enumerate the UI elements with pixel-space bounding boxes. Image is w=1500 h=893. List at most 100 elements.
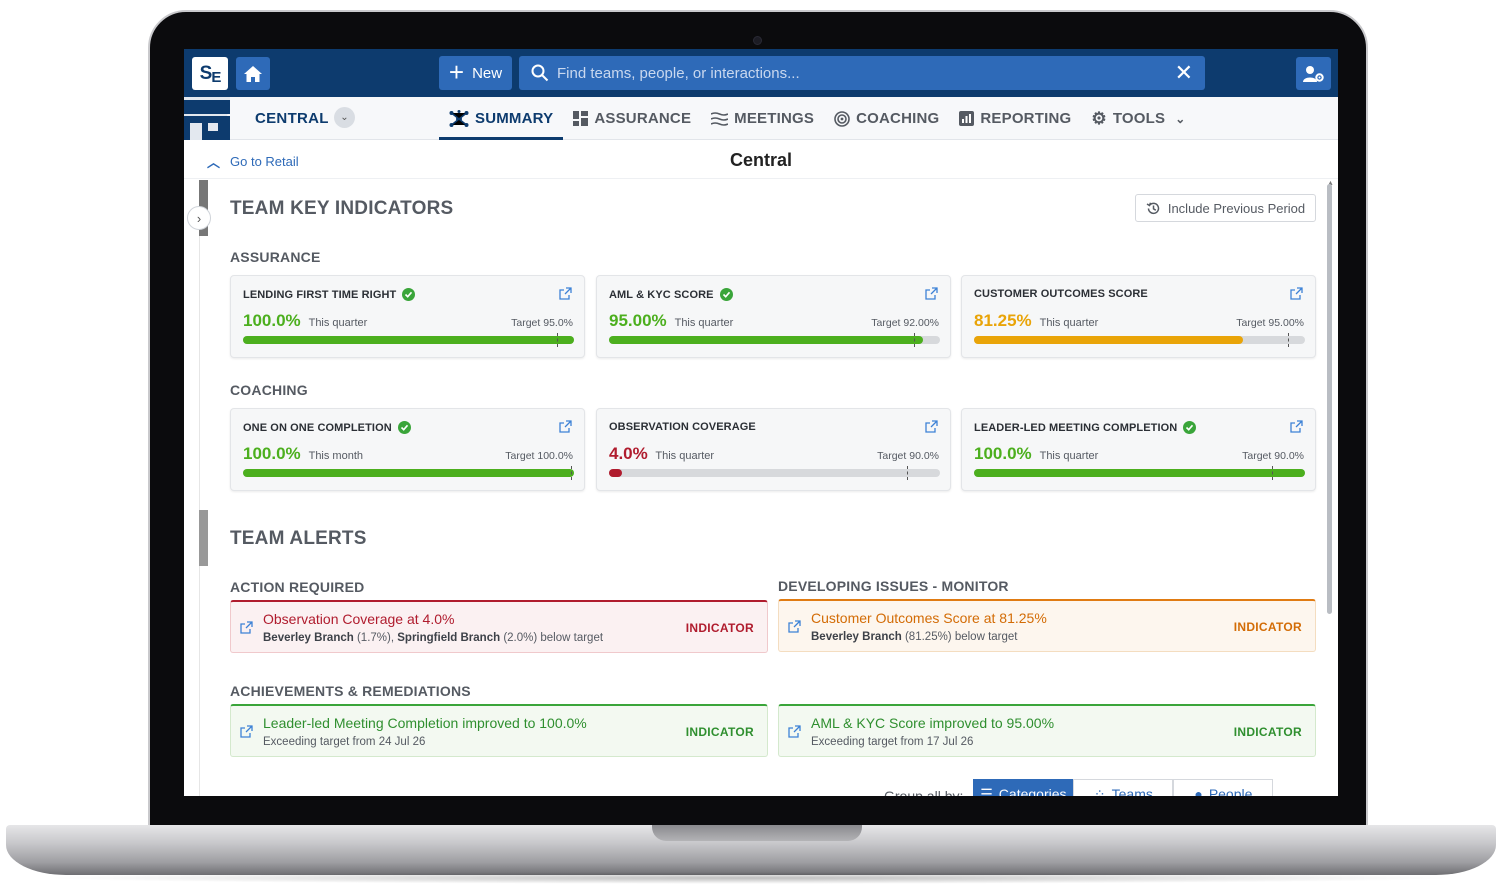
include-previous-period-label: Include Previous Period: [1167, 200, 1306, 216]
team-key-indicators-title: TEAM KEY INDICATORS: [230, 198, 454, 219]
open-external-icon[interactable]: [559, 287, 572, 300]
group-by-people-label: People: [1208, 786, 1253, 796]
indicator-target: Target 100.0%: [505, 450, 573, 462]
progress-bar: [243, 333, 574, 347]
progress-bar-fill: [609, 469, 623, 477]
tab-reporting[interactable]: REPORTING: [949, 97, 1081, 140]
indicator-target: Target 92.00%: [871, 317, 939, 329]
teams-icon: ⁘: [1093, 785, 1106, 797]
tab-meetings[interactable]: MEETINGS: [701, 97, 824, 140]
open-external-icon[interactable]: [240, 621, 253, 634]
tab-assurance[interactable]: ASSURANCE: [563, 97, 701, 140]
alert-card[interactable]: Leader-led Meeting Completion improved t…: [230, 704, 768, 757]
tab-reporting-label: REPORTING: [980, 110, 1072, 127]
group-by-categories-label: Categories: [998, 786, 1067, 796]
include-previous-period-button[interactable]: Include Previous Period: [1135, 194, 1316, 222]
indicator-title-text: AML & KYC SCORE: [609, 288, 714, 301]
open-external-icon[interactable]: [559, 420, 572, 433]
open-external-icon[interactable]: [925, 420, 938, 433]
tab-summary[interactable]: SUMMARY: [439, 97, 564, 140]
scrollbar[interactable]: [1327, 184, 1332, 614]
indicator-target: Target 90.0%: [1242, 450, 1304, 462]
alert-sub-part: (1.7%),: [353, 632, 398, 644]
alert-tag: INDICATOR: [1233, 620, 1302, 634]
indicator-value: 4.0%: [609, 444, 648, 463]
open-external-icon[interactable]: [1290, 420, 1303, 433]
indicator-card[interactable]: LEADER-LED MEETING COMPLETION 100.0% This …: [961, 408, 1316, 491]
chevron-down-icon[interactable]: ⌄: [334, 107, 355, 128]
open-external-icon[interactable]: [240, 725, 253, 738]
chevron-down-icon: ⌄: [1175, 111, 1186, 126]
alert-card[interactable]: Observation Coverage at 4.0% Beverley Bra…: [230, 600, 768, 653]
progress-bar: [974, 466, 1305, 480]
team-name[interactable]: CENTRAL: [255, 110, 329, 127]
alert-title: AML & KYC Score improved to 95.00%: [811, 715, 1055, 731]
indicator-value: 95.00%: [609, 311, 667, 330]
search-input[interactable]: Find teams, people, or interactions... ✕: [519, 56, 1205, 90]
open-external-icon[interactable]: [925, 287, 938, 300]
team-alerts-title: TEAM ALERTS: [230, 528, 367, 549]
alert-sub-part: (2.0%) below target: [500, 632, 604, 644]
breadcrumb: ︿ Go to Retail Central: [184, 141, 1338, 179]
check-circle-icon: [1183, 421, 1197, 434]
alert-subtitle: Exceeding target from 17 Jul 26: [811, 736, 973, 748]
close-icon[interactable]: ✕: [1174, 60, 1193, 85]
check-circle-icon: [402, 288, 416, 301]
group-by-people[interactable]: ● People: [1173, 779, 1274, 796]
target-icon: [834, 110, 850, 127]
home-icon: [244, 65, 262, 82]
indicator-value: 100.0%: [243, 311, 301, 330]
progress-bar-fill: [609, 336, 924, 344]
progress-bar: [974, 333, 1305, 347]
go-to-parent-link[interactable]: ︿ Go to Retail: [207, 152, 299, 171]
progress-bar: [243, 466, 574, 480]
open-external-icon[interactable]: [788, 725, 801, 738]
achievements-title: ACHIEVEMENTS & REMEDIATIONS: [230, 683, 471, 699]
waves-icon: [711, 111, 729, 126]
tab-coaching-label: COACHING: [856, 110, 940, 127]
user-settings-button[interactable]: [1296, 57, 1331, 90]
alert-card[interactable]: Customer Outcomes Score at 81.25% Beverle…: [778, 599, 1316, 652]
indicator-card[interactable]: AML & KYC SCORE 95.00% This quarter Target …: [596, 275, 951, 358]
alert-title: Observation Coverage at 4.0%: [263, 611, 455, 627]
open-external-icon[interactable]: [788, 620, 801, 633]
scroll-up-arrow[interactable]: ▲: [1327, 180, 1334, 187]
store-icon: [184, 100, 230, 140]
home-button[interactable]: [236, 57, 270, 90]
indicator-target: Target 90.0%: [877, 450, 939, 462]
indicator-period: This quarter: [1039, 317, 1099, 329]
progress-target-marker: [1288, 333, 1290, 347]
check-circle-icon: [719, 288, 733, 301]
indicator-target: Target 95.0%: [511, 317, 573, 329]
open-external-icon[interactable]: [1290, 287, 1303, 300]
dashboard-icon: [573, 111, 589, 126]
search-icon: [531, 64, 549, 82]
indicator-period: This quarter: [674, 317, 734, 329]
developing-issues-title: DEVELOPING ISSUES - MONITOR: [778, 578, 1009, 594]
progress-bar: [609, 333, 940, 347]
indicator-card[interactable]: CUSTOMER OUTCOMES SCORE 81.25% This quarte…: [961, 275, 1316, 358]
alert-tag: INDICATOR: [685, 621, 754, 635]
indicator-target: Target 95.00%: [1236, 317, 1304, 329]
indicator-period: This quarter: [308, 317, 368, 329]
new-button-label: New: [472, 64, 503, 82]
indicator-title: LENDING FIRST TIME RIGHT: [243, 288, 416, 301]
indicator-card[interactable]: OBSERVATION COVERAGE 4.0% This quarter Targ…: [596, 408, 951, 491]
go-to-parent-label: Go to Retail: [230, 154, 299, 169]
history-icon: [1146, 202, 1160, 214]
group-by-categories[interactable]: ☰ Categories: [973, 779, 1074, 796]
tab-coaching[interactable]: COACHING: [824, 97, 949, 140]
expand-sidebar-button[interactable]: ›: [187, 206, 211, 230]
tab-tools[interactable]: ⚙ TOOLS ⌄: [1081, 97, 1195, 140]
action-required-title: ACTION REQUIRED: [230, 579, 365, 595]
coaching-title: COACHING: [230, 382, 308, 398]
new-button[interactable]: + New: [439, 56, 512, 90]
alert-card[interactable]: AML & KYC Score improved to 95.00% Exceed…: [778, 704, 1316, 757]
laptop-shadow: [40, 872, 1460, 884]
indicator-card[interactable]: ONE ON ONE COMPLETION 100.0% This month Tar…: [230, 408, 585, 491]
group-by-teams[interactable]: ⁘ Teams: [1073, 779, 1174, 797]
indicator-card[interactable]: LENDING FIRST TIME RIGHT 100.0% This quart…: [230, 275, 585, 358]
tab-meetings-label: MEETINGS: [734, 110, 815, 127]
